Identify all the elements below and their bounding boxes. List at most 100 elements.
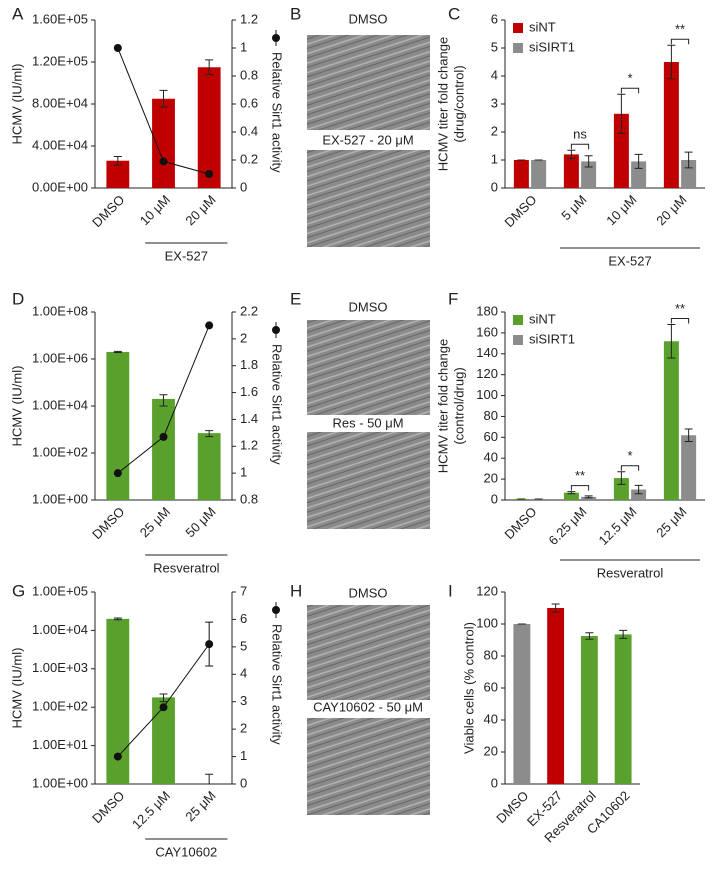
panel-letter: G	[12, 581, 25, 600]
group-label: Resveratrol	[153, 560, 220, 575]
x-tick-label: 50 μM	[182, 504, 218, 540]
group-label: EX-527	[165, 248, 208, 263]
significance-bracket	[670, 318, 690, 324]
y-axis-label: HCMV (IU/ml)	[9, 366, 24, 447]
significance-bracket	[620, 465, 640, 471]
y2-tick-label: 0	[240, 775, 247, 790]
legend-marker	[272, 606, 280, 614]
bar	[197, 67, 221, 188]
y-tick-label: 3	[491, 95, 498, 110]
y-tick-label: 1.20E+05	[32, 53, 88, 68]
bar	[663, 341, 679, 500]
y-tick-label: 80	[484, 408, 498, 423]
x-tick-label: DMSO	[501, 192, 539, 230]
y-tick-label: 1.00E+08	[32, 303, 88, 318]
bar	[581, 496, 597, 500]
significance-label: *	[627, 448, 632, 463]
significance-bracket	[670, 38, 690, 45]
bar	[513, 160, 529, 188]
error-bar	[567, 491, 576, 495]
panel-letter: H	[290, 581, 302, 600]
image-label: EX-527 - 20 μM	[322, 132, 413, 147]
x-tick-label: 12.5 μM	[129, 788, 173, 832]
bar	[152, 398, 175, 500]
error-bar	[634, 484, 643, 495]
x-tick-label: 5 μM	[558, 192, 589, 223]
group-label: CAY10602	[155, 844, 217, 859]
y-tick-label: 0.00E+00	[32, 179, 88, 194]
image-label: DMSO	[349, 585, 388, 600]
y2-tick-label: 4	[240, 666, 247, 681]
line-point	[159, 703, 168, 712]
legend-marker	[272, 326, 280, 334]
y-tick-label: 40	[484, 450, 498, 465]
error-bar	[113, 350, 122, 353]
y-tick-label: 60	[484, 679, 498, 694]
y-tick-label: 20	[484, 471, 498, 486]
y-axis-label: HCMV titer fold change	[435, 37, 450, 171]
x-tick-label: 6.25 μM	[546, 504, 590, 548]
y-axis-label: (control/drug)	[451, 367, 466, 444]
y-tick-label: 180	[476, 303, 498, 318]
line-point	[205, 321, 214, 330]
legend-label: siNT	[529, 311, 556, 326]
micrograph	[307, 605, 430, 700]
y2-tick-label: 1.6	[240, 384, 258, 399]
y-tick-label: 0	[491, 179, 498, 194]
error-bar	[551, 603, 560, 613]
y2-tick-label: 0.6	[240, 95, 258, 110]
x-tick-label: 20 μM	[653, 192, 689, 228]
y-tick-label: 1.60E+05	[32, 11, 88, 26]
y2-tick-label: 1	[240, 39, 247, 54]
x-tick-label: 20 μM	[182, 192, 218, 228]
bar	[513, 498, 529, 500]
error-bar	[634, 153, 643, 169]
significance-bracket	[570, 485, 590, 491]
line-point	[159, 157, 168, 166]
legend-label: siSIRT1	[529, 39, 575, 54]
legend-label: Relative Sirt1 activity	[270, 624, 285, 745]
error-bar	[684, 151, 693, 169]
y2-tick-label: 3	[240, 693, 247, 708]
y-tick-label: 60	[484, 429, 498, 444]
bar	[614, 634, 632, 784]
y-tick-label: 140	[476, 345, 498, 360]
bar	[613, 113, 629, 188]
y-tick-label: 2	[491, 123, 498, 138]
line-point	[159, 432, 168, 441]
bar	[197, 433, 221, 500]
y-tick-label: 120	[476, 583, 498, 598]
y-tick-label: 1.00E+04	[32, 622, 88, 637]
y-tick-label: 4	[491, 67, 498, 82]
legend-swatch	[513, 315, 523, 325]
bar	[513, 624, 531, 784]
image-label: DMSO	[349, 299, 388, 314]
x-tick-label: 25 μM	[137, 504, 173, 540]
y-tick-label: 1.00E+05	[32, 583, 88, 598]
panel-letter: B	[290, 4, 301, 23]
y-axis-label: Viable cells (% control)	[461, 622, 476, 754]
legend-swatch	[513, 43, 523, 53]
y-axis-label: (drug/control)	[451, 65, 466, 142]
legend-marker	[272, 34, 280, 42]
y-tick-label: 1.00E+01	[32, 737, 88, 752]
micrograph	[307, 432, 430, 529]
y-tick-label: 40	[484, 711, 498, 726]
panel-letter: I	[448, 581, 453, 600]
y2-tick-label: 2	[240, 330, 247, 345]
y-tick-label: 1.00E+02	[32, 699, 88, 714]
panel-letter: E	[290, 289, 301, 308]
error-bar	[667, 44, 676, 80]
legend-label: siSIRT1	[529, 331, 575, 346]
y-tick-label: 1.00E+06	[32, 350, 88, 365]
line-point	[113, 44, 122, 52]
bar	[152, 697, 175, 784]
significance-label: ns	[573, 127, 587, 142]
x-tick-label: DMSO	[89, 504, 127, 542]
significance-bracket	[570, 143, 590, 150]
legend-label: Relative Sirt1 activity	[270, 52, 285, 173]
bar	[613, 478, 629, 500]
error-bar	[584, 155, 593, 168]
y-tick-label: 100	[476, 387, 498, 402]
line-point	[205, 170, 214, 178]
